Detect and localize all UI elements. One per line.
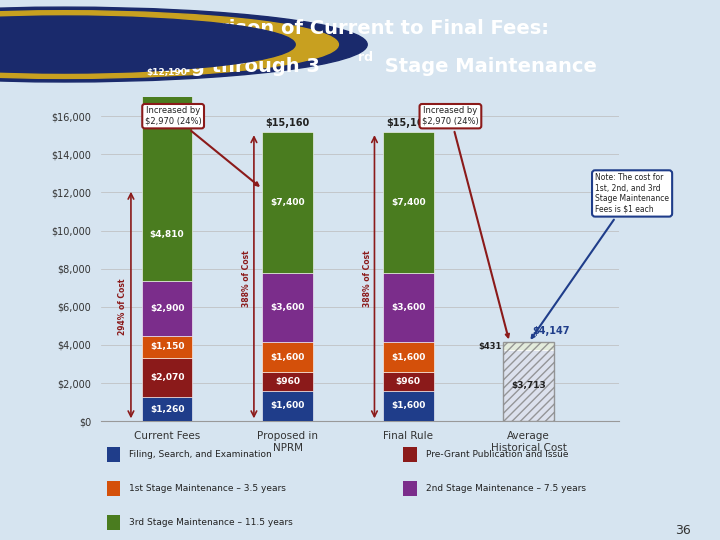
Bar: [503, 342, 554, 421]
Text: Comparison of Current to Final Fees:: Comparison of Current to Final Fees:: [144, 19, 549, 38]
Bar: [503, 342, 554, 350]
Circle shape: [0, 7, 367, 82]
Bar: [262, 391, 313, 421]
Circle shape: [0, 16, 295, 73]
Text: Filing through 3: Filing through 3: [144, 57, 320, 76]
Bar: [383, 391, 433, 421]
Bar: [403, 481, 416, 496]
Bar: [383, 273, 433, 342]
Text: $1,600: $1,600: [391, 353, 426, 362]
Text: $4,147: $4,147: [532, 326, 570, 335]
Text: $1,600: $1,600: [391, 401, 426, 410]
Text: $7,400: $7,400: [391, 198, 426, 207]
Bar: [142, 281, 192, 336]
Text: $431: $431: [479, 342, 502, 351]
Bar: [107, 515, 120, 530]
Text: $4,810: $4,810: [150, 230, 184, 239]
Bar: [142, 48, 192, 281]
Text: 388% of Cost: 388% of Cost: [363, 250, 372, 307]
Text: 388% of Cost: 388% of Cost: [242, 250, 251, 307]
Bar: [142, 336, 192, 357]
Text: Increased by
$2,970 (24%): Increased by $2,970 (24%): [422, 106, 509, 338]
Text: $2,900: $2,900: [150, 303, 184, 313]
Text: 3rd Stage Maintenance – 11.5 years: 3rd Stage Maintenance – 11.5 years: [129, 518, 293, 527]
Bar: [142, 357, 192, 397]
Circle shape: [0, 11, 338, 78]
Text: $1,260: $1,260: [150, 404, 184, 414]
Text: $15,160: $15,160: [386, 118, 431, 127]
Text: Filing, Search, and Examination: Filing, Search, and Examination: [129, 450, 272, 459]
Text: 36: 36: [675, 524, 691, 537]
Text: $960: $960: [275, 377, 300, 386]
Bar: [383, 342, 433, 373]
Text: $1,150: $1,150: [150, 342, 184, 352]
Bar: [262, 342, 313, 373]
Bar: [383, 132, 433, 273]
Text: $960: $960: [396, 377, 420, 386]
Text: rd: rd: [358, 51, 373, 64]
Text: Stage Maintenance: Stage Maintenance: [378, 57, 597, 76]
Bar: [142, 397, 192, 421]
Text: Note: The cost for
1st, 2nd, and 3rd
Stage Maintenance
Fees is $1 each: Note: The cost for 1st, 2nd, and 3rd Sta…: [531, 173, 669, 338]
Bar: [262, 273, 313, 342]
Bar: [383, 373, 433, 391]
Bar: [403, 447, 416, 462]
Text: $3,713: $3,713: [511, 381, 546, 390]
Text: $3,600: $3,600: [271, 303, 305, 312]
Text: 1st Stage Maintenance – 3.5 years: 1st Stage Maintenance – 3.5 years: [129, 484, 286, 493]
Bar: [503, 350, 554, 421]
Text: $7,400: $7,400: [270, 198, 305, 207]
Text: $1,600: $1,600: [271, 353, 305, 362]
Bar: [107, 447, 120, 462]
Text: Pre-Grant Publication and Issue: Pre-Grant Publication and Issue: [426, 450, 568, 459]
Text: $12,190: $12,190: [147, 68, 187, 77]
Text: $3,600: $3,600: [391, 303, 426, 312]
Bar: [107, 481, 120, 496]
Text: $1,600: $1,600: [271, 401, 305, 410]
Text: 2nd Stage Maintenance – 7.5 years: 2nd Stage Maintenance – 7.5 years: [426, 484, 585, 493]
Text: $15,160: $15,160: [266, 118, 310, 127]
Bar: [262, 373, 313, 391]
Text: Increased by
$2,970 (24%): Increased by $2,970 (24%): [145, 106, 258, 186]
Text: $2,070: $2,070: [150, 373, 184, 382]
Text: 294% of Cost: 294% of Cost: [118, 279, 127, 335]
Bar: [262, 132, 313, 273]
